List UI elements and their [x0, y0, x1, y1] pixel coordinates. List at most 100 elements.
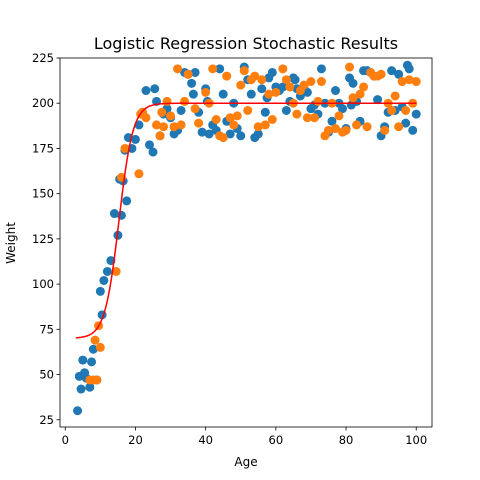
- data-point: [401, 118, 411, 128]
- data-point: [355, 89, 365, 99]
- x-tick-label: 100: [405, 433, 427, 447]
- data-point: [134, 120, 144, 130]
- data-point: [162, 96, 172, 106]
- data-point: [208, 64, 218, 74]
- data-point: [302, 113, 312, 123]
- x-tick-label: 80: [339, 433, 354, 447]
- data-point: [264, 89, 274, 99]
- data-point: [225, 129, 235, 139]
- data-point: [257, 84, 267, 94]
- x-tick-label: 40: [198, 433, 213, 447]
- data-point: [278, 64, 288, 74]
- data-point: [166, 111, 176, 121]
- data-point: [253, 129, 263, 139]
- data-point: [397, 77, 407, 87]
- data-point: [348, 78, 358, 88]
- data-point: [222, 71, 232, 81]
- data-point: [411, 109, 421, 119]
- data-point: [302, 87, 312, 97]
- data-point: [260, 107, 270, 117]
- data-point: [408, 125, 418, 135]
- data-point: [260, 120, 270, 130]
- data-point: [85, 382, 95, 392]
- data-point: [246, 89, 256, 99]
- y-axis-label: Weight: [4, 222, 18, 264]
- y-tick-label: 25: [39, 413, 54, 427]
- y-tick-label: 50: [39, 368, 54, 382]
- y-tick-label: 225: [32, 51, 54, 65]
- data-point: [190, 67, 200, 77]
- data-point: [211, 115, 221, 124]
- data-point: [281, 105, 291, 115]
- data-point: [102, 266, 112, 276]
- data-point: [330, 124, 340, 134]
- data-point: [78, 355, 88, 365]
- data-point: [99, 275, 109, 285]
- data-point: [376, 69, 386, 79]
- data-point: [141, 86, 151, 96]
- data-point: [218, 133, 228, 143]
- data-point: [309, 113, 319, 123]
- data-point: [201, 87, 211, 97]
- data-point: [218, 89, 228, 99]
- data-point: [243, 105, 253, 115]
- y-tick-label: 125: [32, 232, 54, 246]
- plot-area: 0 20 40 60 80 100 25 50 75 100 125 150 175 200 225: [32, 51, 433, 447]
- data-point: [197, 127, 207, 137]
- x-tick-label: 20: [128, 433, 143, 447]
- data-point: [341, 125, 351, 135]
- data-point: [373, 95, 383, 105]
- data-point: [253, 122, 263, 132]
- scatter-series-2: [85, 62, 421, 385]
- data-point: [299, 80, 309, 90]
- data-point: [229, 120, 239, 130]
- data-point: [111, 266, 121, 276]
- data-point: [183, 69, 193, 79]
- data-point: [334, 111, 344, 121]
- data-point: [134, 169, 144, 179]
- data-point: [352, 120, 362, 130]
- data-point: [87, 357, 97, 367]
- data-point: [144, 140, 154, 150]
- data-point: [176, 120, 186, 130]
- data-point: [152, 120, 162, 130]
- data-point: [404, 64, 414, 74]
- data-point: [236, 80, 246, 90]
- data-point: [95, 342, 105, 352]
- data-point: [271, 87, 281, 97]
- x-tick-label: 0: [62, 433, 69, 447]
- data-point: [130, 134, 140, 144]
- data-point: [190, 104, 200, 114]
- data-point: [150, 84, 160, 94]
- data-point: [187, 78, 197, 88]
- data-point: [323, 125, 333, 135]
- chart-title: Logistic Regression Stochastic Results: [94, 34, 398, 53]
- x-tick-label: 60: [269, 433, 284, 447]
- data-point: [327, 116, 337, 126]
- data-point: [88, 344, 98, 354]
- data-point: [157, 107, 167, 117]
- data-point: [95, 286, 105, 296]
- data-point: [306, 77, 316, 87]
- data-point: [141, 113, 151, 123]
- data-point: [76, 384, 86, 394]
- y-tick-label: 175: [32, 141, 54, 155]
- data-point: [387, 105, 397, 115]
- data-point: [394, 69, 404, 79]
- y-tick-label: 75: [39, 322, 54, 336]
- data-point: [316, 77, 326, 87]
- data-point: [90, 335, 100, 345]
- data-point: [338, 104, 348, 114]
- data-point: [278, 82, 288, 92]
- data-point: [215, 64, 225, 74]
- y-tick-label: 100: [32, 277, 54, 291]
- data-point: [120, 143, 130, 153]
- data-point: [250, 71, 260, 81]
- data-point: [267, 115, 277, 124]
- data-point: [359, 82, 369, 92]
- data-point: [380, 125, 390, 135]
- data-point: [362, 122, 372, 132]
- data-point: [411, 77, 421, 87]
- data-point: [257, 75, 267, 85]
